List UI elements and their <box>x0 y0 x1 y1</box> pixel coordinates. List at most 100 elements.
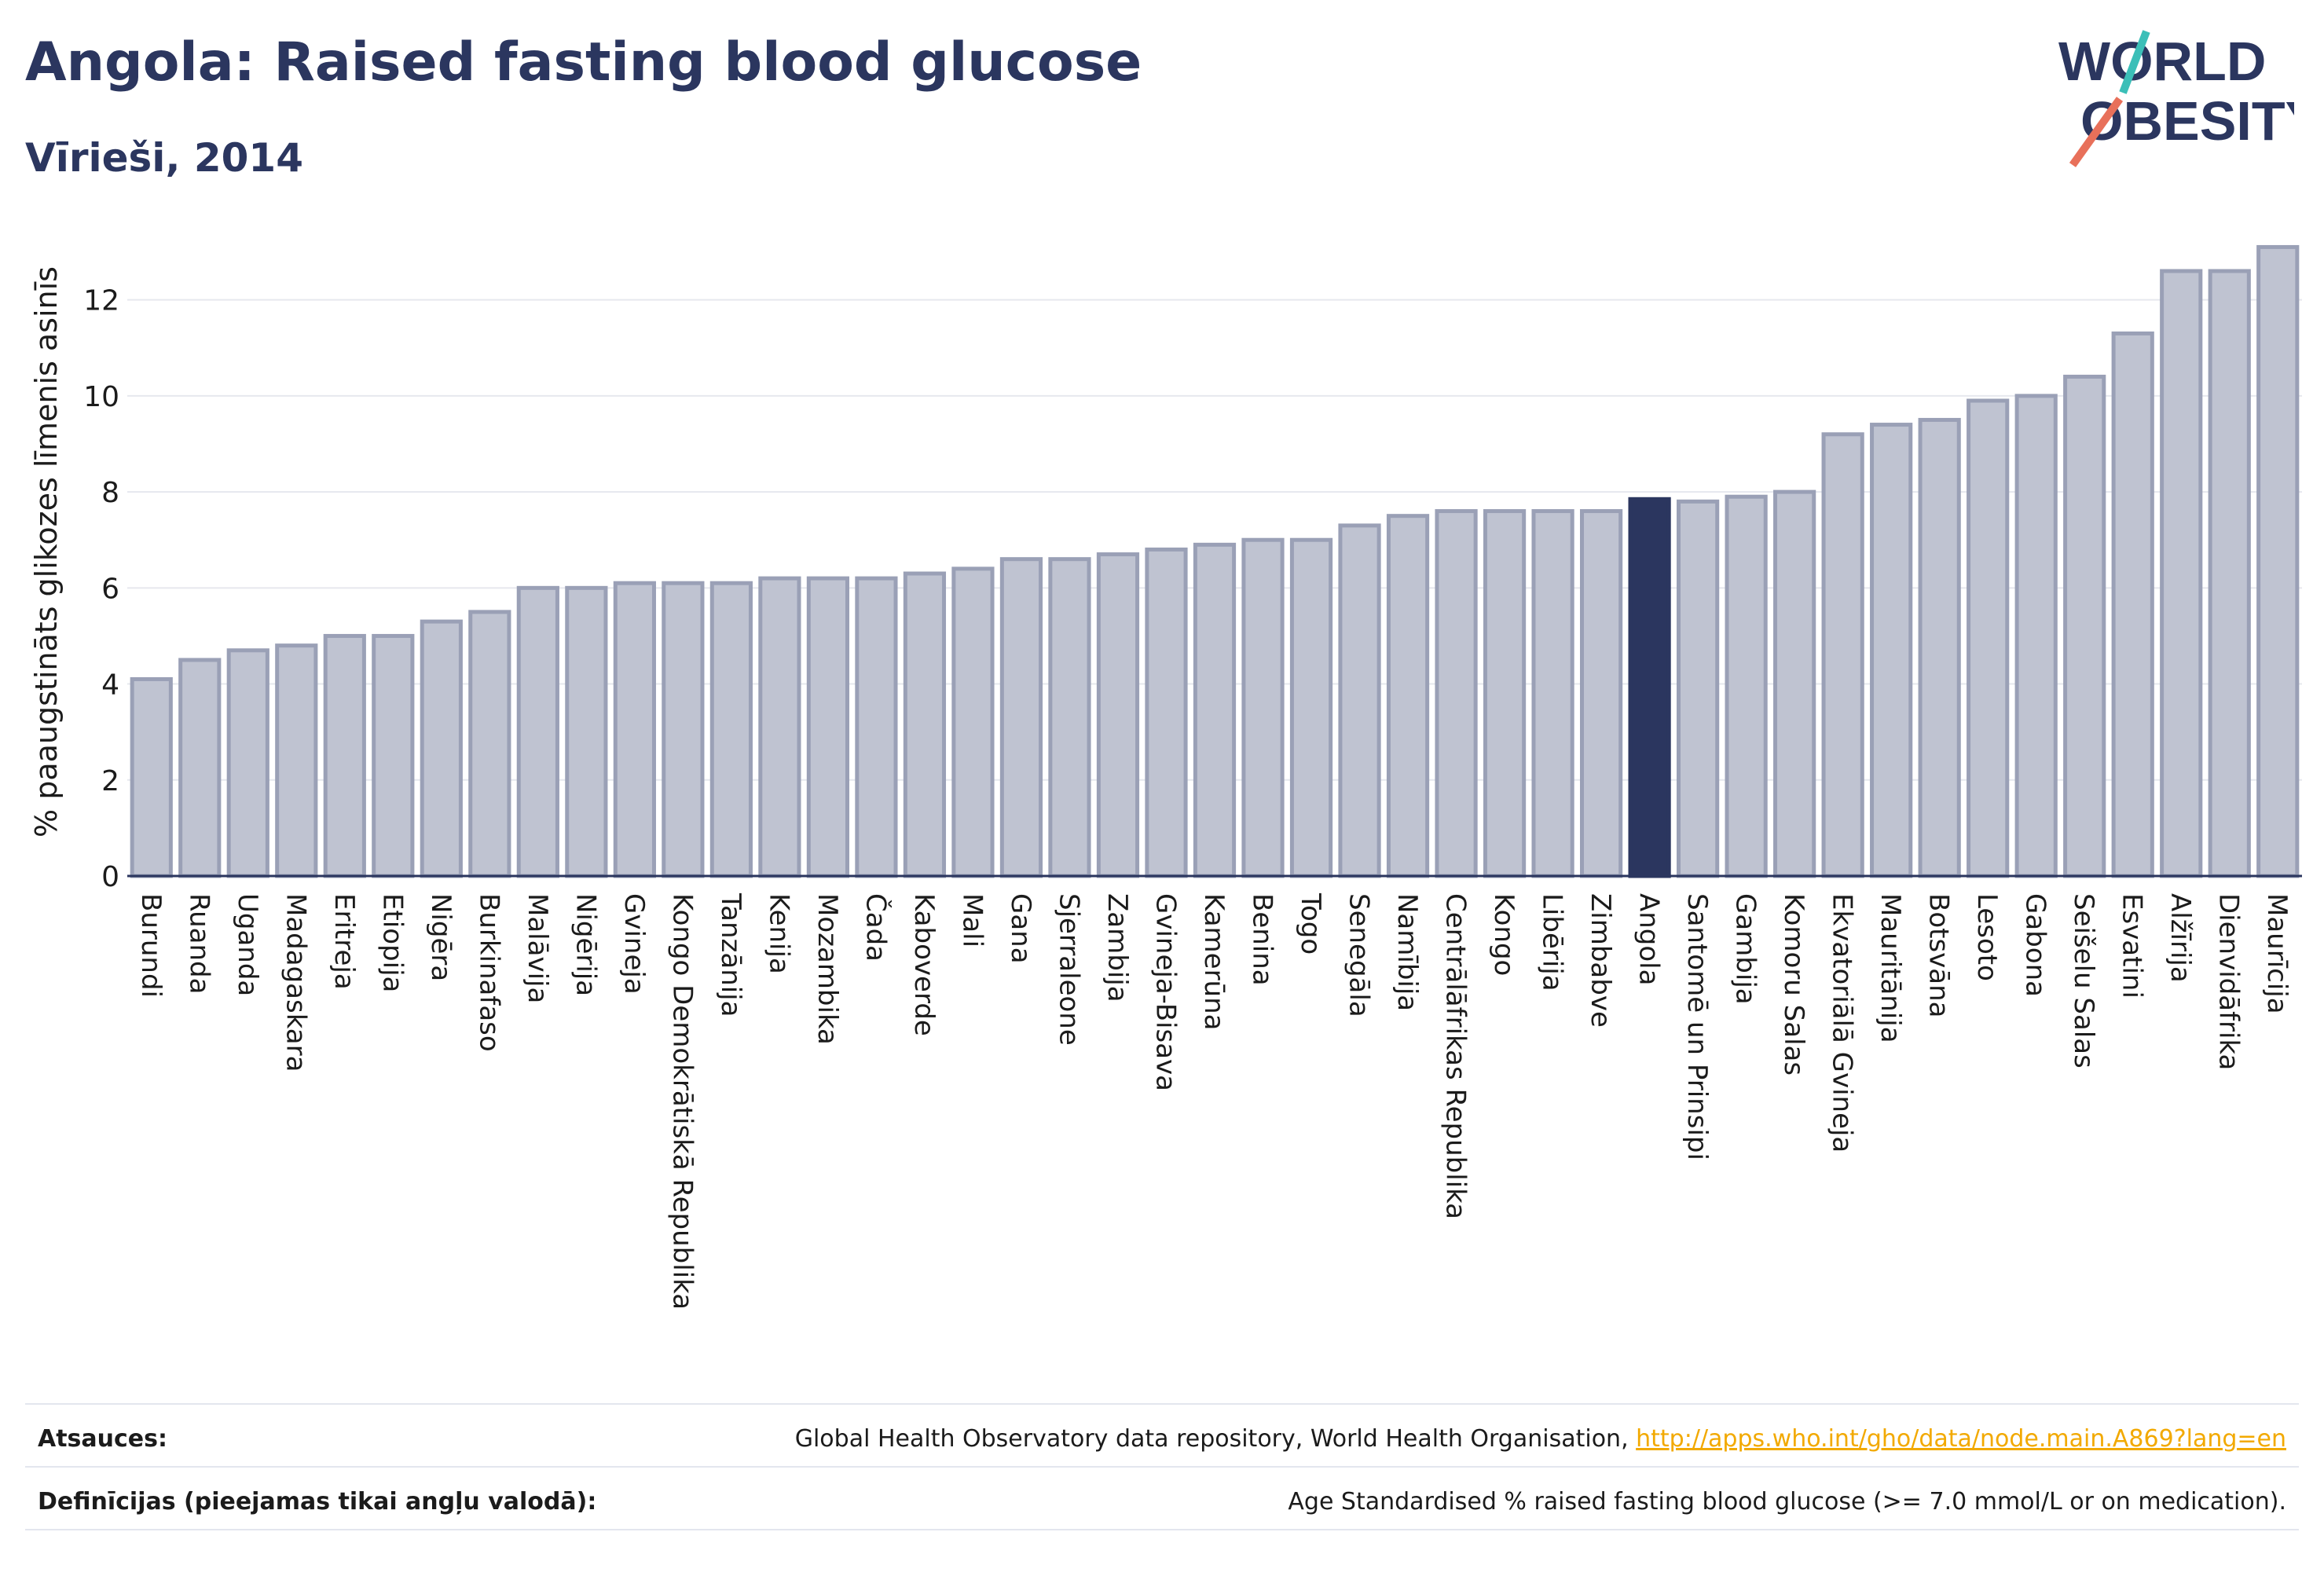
x-tick-label: Kongo <box>1488 893 1519 976</box>
page-title: Angola: Raised fasting blood glucose <box>25 31 1142 93</box>
x-tick-label: Centrālāfrikas Republika <box>1440 893 1472 1219</box>
x-tick-label: Alžīrija <box>2165 893 2196 983</box>
bar <box>903 571 947 878</box>
x-tick-label: Senegāla <box>1343 893 1375 1017</box>
bar <box>1289 537 1333 878</box>
y-tick-label: 10 <box>83 381 119 413</box>
bar <box>1579 509 1623 878</box>
sources-label: Atsauces: <box>38 1425 167 1453</box>
bar <box>1096 552 1140 878</box>
x-tick-label: Malāvija <box>522 893 553 1003</box>
x-tick-label: Gambija <box>1730 893 1761 1005</box>
definitions-row: Definīcijas (pieejamas tikai angļu valod… <box>25 1466 2299 1530</box>
bar <box>1048 557 1091 878</box>
bar <box>226 648 269 878</box>
bar <box>662 581 705 878</box>
bar <box>2063 374 2106 878</box>
bar <box>516 585 559 878</box>
bar <box>130 676 173 878</box>
bar <box>420 619 463 878</box>
bar <box>999 557 1043 878</box>
bar <box>2256 244 2300 878</box>
bar <box>1338 523 1381 878</box>
bar <box>2160 269 2203 878</box>
x-tick-label: Nigēra <box>425 893 456 981</box>
x-tick-label: Libērija <box>1537 893 1568 991</box>
x-tick-label: Mauritānija <box>1875 893 1906 1043</box>
x-tick-label: Mozambika <box>812 893 843 1045</box>
bar <box>1435 509 1478 878</box>
footer-divider <box>25 1529 2299 1530</box>
x-tick-label: Kenija <box>763 893 794 974</box>
x-tick-label: Gvineja <box>618 893 650 995</box>
y-axis-ticks: 0 2 4 6 8 10 12 <box>83 285 119 893</box>
bar <box>565 585 608 878</box>
definitions-value: Age Standardised % raised fasting blood … <box>1288 1488 2286 1516</box>
x-tick-label: Kaboverde <box>908 893 940 1036</box>
x-tick-label: Ruanda <box>183 893 214 994</box>
x-tick-label: Burundi <box>135 893 167 998</box>
bar <box>1386 514 1430 878</box>
bar <box>1193 542 1237 878</box>
x-tick-label: Namībija <box>1391 893 1423 1011</box>
x-tick-label: Kongo Demokrātiskā Republika <box>666 893 698 1310</box>
bar <box>323 633 366 878</box>
sources-link[interactable]: http://apps.who.int/gho/data/node.main.A… <box>1636 1425 2286 1453</box>
x-tick-label: Gana <box>1005 893 1036 964</box>
bars <box>130 244 2300 878</box>
y-tick-label: 8 <box>101 477 119 509</box>
x-tick-label: Benina <box>1247 893 1278 986</box>
x-tick-label: Santomē un Prinsipi <box>1681 893 1713 1160</box>
x-tick-label: Lesoto <box>1971 893 2003 981</box>
bar <box>1677 499 1720 878</box>
sources-value: Global Health Observatory data repositor… <box>795 1425 2286 1453</box>
definitions-label: Definīcijas (pieejamas tikai angļu valod… <box>38 1488 597 1516</box>
bar <box>1821 432 1864 878</box>
x-tick-label: Tanzānija <box>715 892 746 1017</box>
bar <box>372 633 415 878</box>
bar <box>1870 423 1913 878</box>
x-tick-label: Kamerūna <box>1198 893 1230 1030</box>
x-tick-label: Togo <box>1295 892 1326 955</box>
y-axis-title: % paaugstināts glikozes līmenis asinīs <box>29 266 64 837</box>
bar <box>1241 537 1285 878</box>
bar <box>1725 494 1768 878</box>
x-tick-label: Mali <box>956 893 988 947</box>
y-tick-label: 2 <box>101 765 119 797</box>
x-tick-label: Gabona <box>2020 893 2051 997</box>
bar <box>1483 509 1527 878</box>
x-tick-label: Dienvidāfrika <box>2213 893 2245 1070</box>
sources-text: Global Health Observatory data repositor… <box>794 1425 1637 1453</box>
bar <box>758 576 801 878</box>
x-tick-label: Seišelu Salas <box>2068 893 2099 1068</box>
bar <box>178 658 222 878</box>
bar-chart: 0 2 4 6 8 10 12 Burundi Ruanda Uganda Madagaskara… <box>29 244 2302 1310</box>
bar <box>2111 331 2154 878</box>
x-tick-label: Ekvatoriālā Gvineja <box>1827 893 1858 1153</box>
bar <box>806 576 850 878</box>
bar <box>855 576 898 878</box>
x-tick-label: Gvineja-Bisava <box>1149 893 1181 1091</box>
x-tick-label: Botsvāna <box>1923 893 1955 1018</box>
bar <box>1918 417 1961 878</box>
x-axis-labels: Burundi Ruanda Uganda Madagaskara Eritreja Et… <box>135 892 2293 1310</box>
y-tick-label: 6 <box>101 573 119 605</box>
bar <box>951 566 995 878</box>
y-tick-label: 0 <box>101 861 119 893</box>
bar <box>2014 394 2058 878</box>
x-tick-label: Sjerraleone <box>1053 893 1084 1046</box>
page-subtitle: Vīrieši, 2014 <box>25 135 304 181</box>
logo-slash-top <box>2119 30 2150 94</box>
world-obesity-logo: WORLD OBESITY <box>2058 30 2294 167</box>
y-tick-label: 4 <box>101 669 119 702</box>
y-tick-label: 12 <box>83 285 119 317</box>
bar <box>1967 398 2010 878</box>
x-tick-label: Eritreja <box>328 893 360 990</box>
x-tick-label: Esvatini <box>2117 893 2148 999</box>
bar <box>1531 509 1574 878</box>
bar-highlight <box>1628 497 1671 878</box>
bar <box>468 610 511 878</box>
logo-slash-bottom <box>2069 97 2124 167</box>
logo-line1: WORLD <box>2058 31 2266 92</box>
bar <box>613 581 656 878</box>
